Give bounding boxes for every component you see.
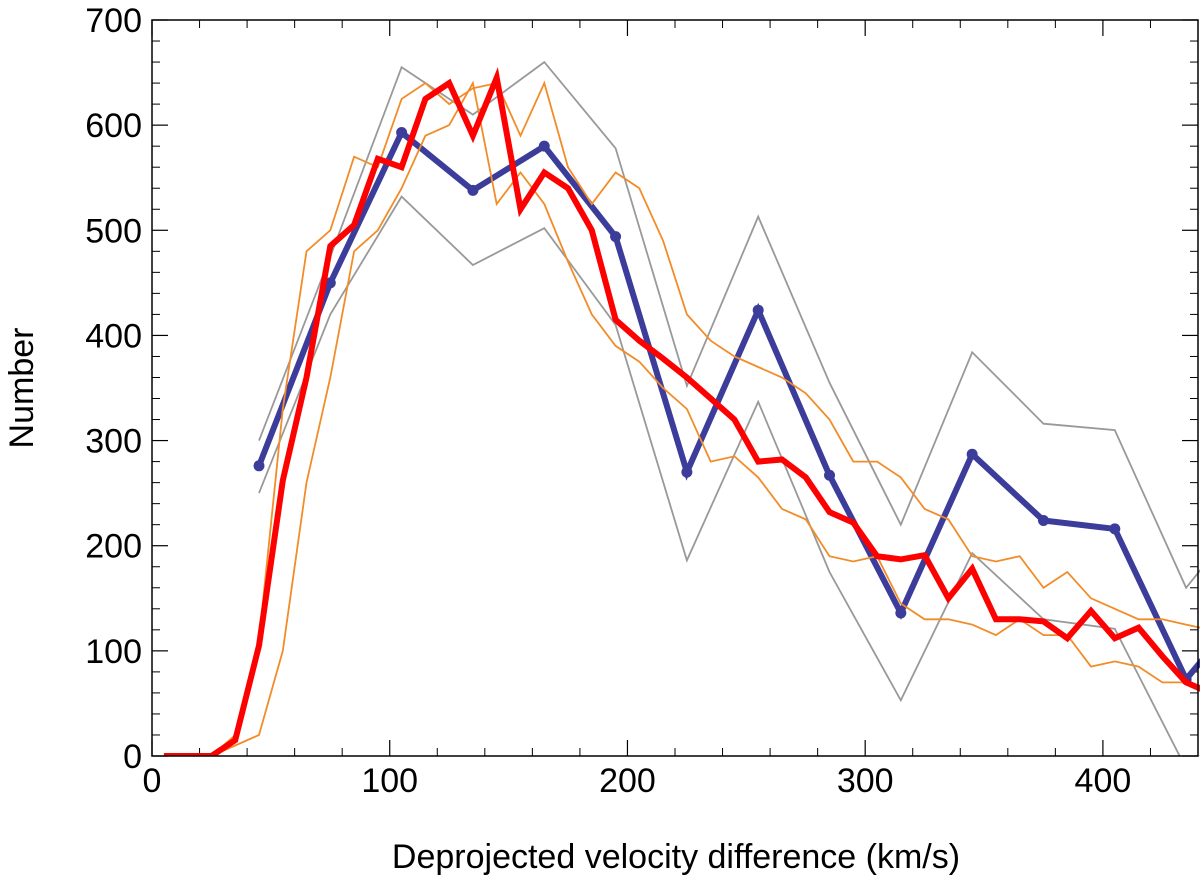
series-line-model-upper-bound <box>163 80 1200 756</box>
data-point-observed <box>895 607 907 619</box>
y-tick-label: 600 <box>85 107 142 145</box>
data-point-observed <box>752 304 764 316</box>
tick-label-layer: 0 100 200 300 400 0 100 200 300 400 500 600 700 <box>85 2 1131 800</box>
series-line-observed <box>256 127 1200 685</box>
data-point-observed <box>324 277 336 289</box>
y-tick-label: 100 <box>85 633 142 671</box>
data-point-observed <box>1109 523 1121 535</box>
y-tick-label: 200 <box>85 528 142 566</box>
data-point-observed <box>467 184 479 196</box>
y-tick-label: 0 <box>123 738 142 776</box>
plot-frame <box>151 19 1199 757</box>
y-tick-label: 300 <box>85 423 142 461</box>
x-tick-label: 300 <box>837 762 894 800</box>
series-line-model <box>163 67 1200 756</box>
series-layer <box>163 60 1200 756</box>
data-point-observed <box>610 231 622 243</box>
data-point-observed <box>253 460 265 472</box>
y-tick-label: 700 <box>85 2 142 40</box>
y-tick-label: 400 <box>85 317 142 355</box>
y-axis-label: Number <box>3 328 41 449</box>
data-point-observed <box>966 448 978 460</box>
x-tick-label: 200 <box>599 762 656 800</box>
data-point-observed <box>681 466 693 478</box>
data-point-observed <box>396 127 408 139</box>
data-point-observed <box>824 469 836 481</box>
series-line-observed-lower-bound <box>258 195 1200 756</box>
data-point-observed <box>538 140 550 152</box>
data-point-observed <box>1037 514 1049 526</box>
y-tick-label: 500 <box>85 212 142 250</box>
tick-layer <box>151 19 1199 757</box>
x-tick-label: 100 <box>361 762 418 800</box>
series-line-model-lower-bound <box>163 80 1200 756</box>
x-tick-label: 0 <box>143 762 162 800</box>
x-axis-label: Deprojected velocity difference (km/s) <box>392 838 960 876</box>
x-tick-label: 400 <box>1075 762 1132 800</box>
